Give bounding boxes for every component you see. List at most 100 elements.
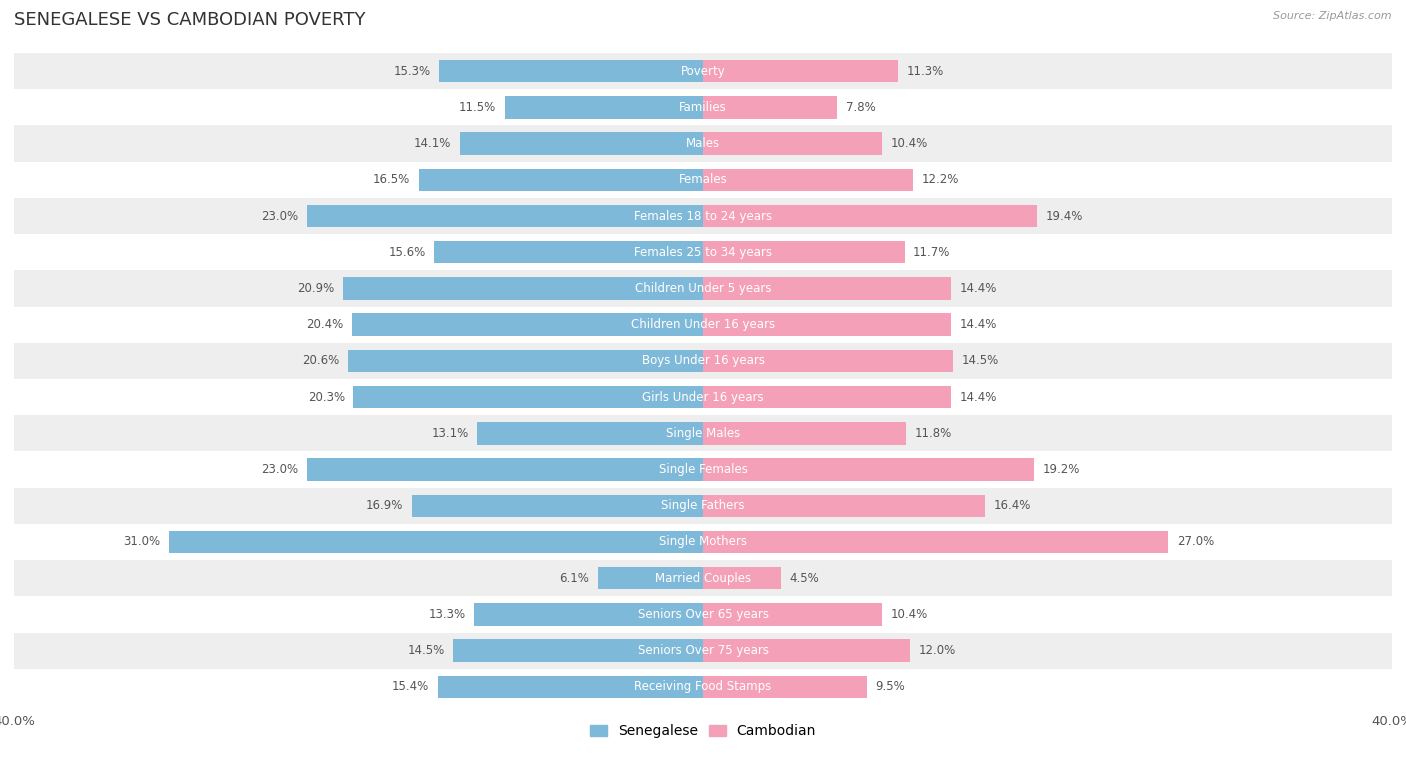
Text: Single Males: Single Males (666, 427, 740, 440)
Text: 23.0%: 23.0% (262, 463, 298, 476)
Bar (349, 349, 703, 372)
Bar (453, 640, 703, 662)
Text: Single Females: Single Females (658, 463, 748, 476)
Bar (440, 60, 703, 83)
Text: Females: Females (679, 174, 727, 186)
Text: Males: Males (686, 137, 720, 150)
Text: 16.5%: 16.5% (373, 174, 411, 186)
Text: Receiving Food Stamps: Receiving Food Stamps (634, 681, 772, 694)
Bar (353, 386, 703, 409)
Text: 11.3%: 11.3% (907, 64, 943, 77)
Bar (703, 277, 950, 299)
Text: 14.1%: 14.1% (415, 137, 451, 150)
Text: 13.1%: 13.1% (432, 427, 468, 440)
Text: 15.6%: 15.6% (388, 246, 426, 258)
Text: 7.8%: 7.8% (846, 101, 876, 114)
Text: Girls Under 16 years: Girls Under 16 years (643, 390, 763, 403)
Bar (703, 675, 866, 698)
Bar (14, 487, 1392, 524)
Bar (437, 675, 703, 698)
Text: 20.9%: 20.9% (297, 282, 335, 295)
Bar (703, 422, 907, 444)
Text: 11.5%: 11.5% (460, 101, 496, 114)
Bar (703, 603, 882, 625)
Bar (14, 271, 1392, 306)
Bar (703, 241, 904, 264)
Text: 16.9%: 16.9% (366, 500, 404, 512)
Legend: Senegalese, Cambodian: Senegalese, Cambodian (585, 719, 821, 744)
Bar (14, 524, 1392, 560)
Text: Children Under 5 years: Children Under 5 years (634, 282, 772, 295)
Bar (474, 603, 703, 625)
Bar (14, 415, 1392, 452)
Text: 15.4%: 15.4% (392, 681, 429, 694)
Bar (14, 198, 1392, 234)
Bar (14, 234, 1392, 271)
Text: Females 18 to 24 years: Females 18 to 24 years (634, 209, 772, 223)
Bar (598, 567, 703, 590)
Bar (14, 452, 1392, 487)
Bar (703, 349, 953, 372)
Bar (703, 96, 838, 118)
Bar (14, 343, 1392, 379)
Bar (169, 531, 703, 553)
Bar (14, 560, 1392, 597)
Text: 14.4%: 14.4% (960, 282, 997, 295)
Text: 20.3%: 20.3% (308, 390, 344, 403)
Bar (352, 314, 703, 336)
Text: 14.4%: 14.4% (960, 390, 997, 403)
Bar (703, 60, 897, 83)
Bar (703, 567, 780, 590)
Text: Seniors Over 65 years: Seniors Over 65 years (637, 608, 769, 621)
Bar (703, 314, 950, 336)
Bar (703, 205, 1038, 227)
Bar (460, 133, 703, 155)
Bar (434, 241, 703, 264)
Text: SENEGALESE VS CAMBODIAN POVERTY: SENEGALESE VS CAMBODIAN POVERTY (14, 11, 366, 30)
Bar (505, 96, 703, 118)
Text: 10.4%: 10.4% (891, 608, 928, 621)
Text: Boys Under 16 years: Boys Under 16 years (641, 355, 765, 368)
Text: Children Under 16 years: Children Under 16 years (631, 318, 775, 331)
Text: Married Couples: Married Couples (655, 572, 751, 584)
Text: Seniors Over 75 years: Seniors Over 75 years (637, 644, 769, 657)
Text: 11.7%: 11.7% (912, 246, 950, 258)
Text: 19.2%: 19.2% (1042, 463, 1080, 476)
Bar (307, 205, 703, 227)
Bar (14, 53, 1392, 89)
Text: Single Fathers: Single Fathers (661, 500, 745, 512)
Bar (14, 306, 1392, 343)
Bar (703, 494, 986, 517)
Bar (307, 459, 703, 481)
Text: 14.5%: 14.5% (962, 355, 998, 368)
Text: Source: ZipAtlas.com: Source: ZipAtlas.com (1274, 11, 1392, 21)
Text: 13.3%: 13.3% (429, 608, 465, 621)
Text: Females 25 to 34 years: Females 25 to 34 years (634, 246, 772, 258)
Bar (703, 386, 950, 409)
Text: 12.0%: 12.0% (918, 644, 956, 657)
Bar (343, 277, 703, 299)
Text: 6.1%: 6.1% (560, 572, 589, 584)
Text: 9.5%: 9.5% (875, 681, 905, 694)
Bar (14, 669, 1392, 705)
Text: 14.5%: 14.5% (408, 644, 444, 657)
Bar (703, 459, 1033, 481)
Text: 31.0%: 31.0% (124, 535, 160, 549)
Bar (14, 161, 1392, 198)
Bar (703, 168, 912, 191)
Bar (703, 640, 910, 662)
Bar (14, 597, 1392, 632)
Text: 10.4%: 10.4% (891, 137, 928, 150)
Text: 12.2%: 12.2% (922, 174, 959, 186)
Text: 11.8%: 11.8% (915, 427, 952, 440)
Text: Single Mothers: Single Mothers (659, 535, 747, 549)
Text: 27.0%: 27.0% (1177, 535, 1213, 549)
Text: 16.4%: 16.4% (994, 500, 1032, 512)
Bar (412, 494, 703, 517)
Bar (419, 168, 703, 191)
Text: 19.4%: 19.4% (1046, 209, 1083, 223)
Bar (14, 632, 1392, 669)
Text: 23.0%: 23.0% (262, 209, 298, 223)
Text: 4.5%: 4.5% (789, 572, 818, 584)
Bar (703, 531, 1168, 553)
